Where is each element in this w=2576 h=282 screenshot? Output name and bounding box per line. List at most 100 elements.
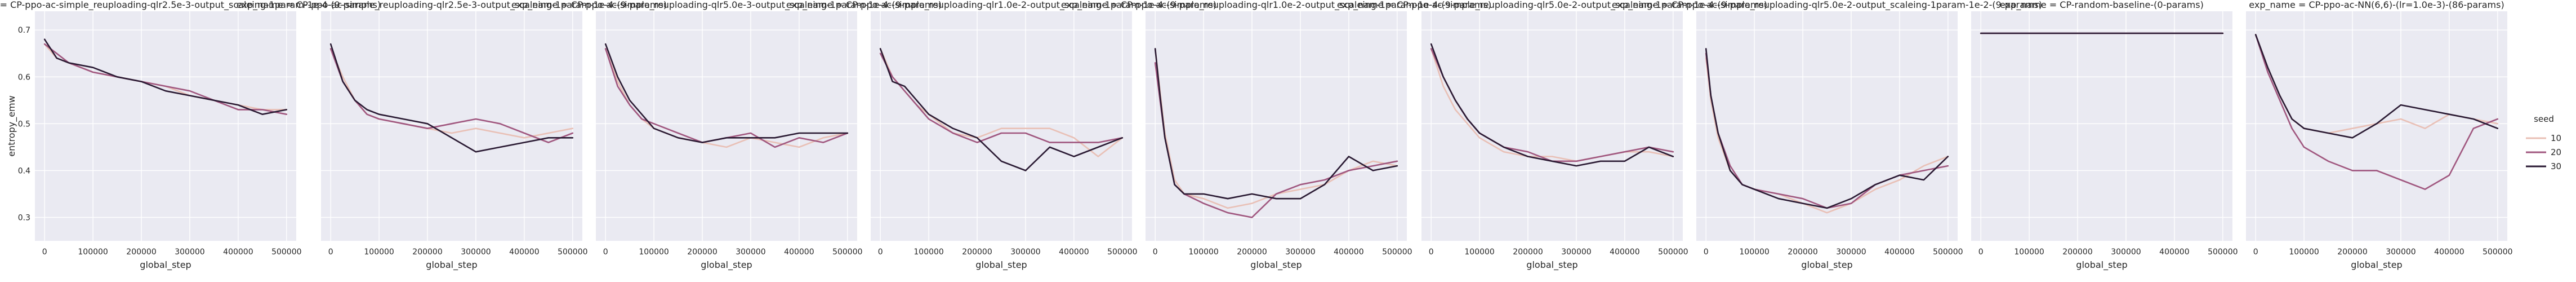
panel-background [596, 11, 857, 241]
x-tick-label: 200000 [1237, 248, 1267, 257]
x-axis-label: global_step [701, 259, 752, 271]
x-tick-label: 300000 [1010, 248, 1040, 257]
x-tick-label: 0 [1704, 248, 1709, 257]
series-line-seed-30 [1705, 48, 1949, 209]
facet-panel: 0 100000 200000 300000 400000 500000 global_st… [1971, 0, 2238, 271]
x-axis-label: global_step [1250, 259, 1302, 271]
x-axis-label: global_step [2076, 259, 2127, 271]
x-tick-label: 100000 [2289, 248, 2319, 257]
facet-panel: 0 100000 200000 300000 400000 500000 global_st… [237, 0, 667, 271]
panel-background [1146, 11, 1407, 241]
x-tick-label: 500000 [2208, 248, 2238, 257]
x-axis-label: global_step [1526, 259, 1577, 271]
x-tick-label: 400000 [1059, 248, 1089, 257]
x-tick-label: 500000 [1658, 248, 1688, 257]
legend: seed 10 20 30 [2526, 114, 2561, 171]
x-tick-label: 400000 [784, 248, 814, 257]
x-tick-label: 100000 [1188, 248, 1218, 257]
y-tick-label: 0.7 [18, 26, 30, 35]
x-tick-label: 0 [42, 248, 47, 257]
x-tick-label: 400000 [1334, 248, 1363, 257]
facet-title: exp_name = CP-ppo-ac-simple_reuploading-… [786, 0, 1216, 11]
series-line-seed-30 [1154, 48, 1398, 200]
facet-title: exp_name = CP-ppo-ac-simple_reuploading-… [1061, 0, 1491, 11]
series-line-seed-20 [879, 52, 1124, 143]
x-tick-label: 100000 [639, 248, 668, 257]
facet-title: exp_name = CP-ppo-ac-simple_reuploading-… [1337, 0, 1767, 11]
x-tick-label: 300000 [2111, 248, 2141, 257]
facet-panel: 0 100000 200000 300000 400000 500000 global_st… [1337, 0, 1767, 271]
legend-entry-label: 20 [2551, 147, 2561, 157]
x-tick-label: 400000 [1610, 248, 1639, 257]
facet-panel: 0 100000 200000 300000 400000 500000 global_st… [1612, 0, 2042, 271]
x-tick-label: 400000 [2159, 248, 2189, 257]
legend-title: seed [2534, 114, 2554, 124]
facet-title: exp_name = CP-ppo-ac-simple_reuploading-… [237, 0, 667, 11]
x-tick-label: 200000 [2337, 248, 2367, 257]
facet-panel: 0 100000 200000 300000 400000 500000 global_st… [1061, 0, 1491, 271]
x-tick-label: 0 [2253, 248, 2258, 257]
panel-background [35, 11, 296, 241]
series-line-seed-30 [1430, 43, 1674, 167]
x-tick-label: 500000 [558, 248, 587, 257]
panel-background [321, 11, 582, 241]
facet-panel: 0 100000 200000 300000 400000 500000 0.3 0.4 0.5… [0, 0, 381, 271]
x-tick-label: 100000 [1464, 248, 1494, 257]
panel-background [1971, 11, 2232, 241]
x-tick-label: 100000 [364, 248, 394, 257]
x-axis-label: global_step [1801, 259, 1852, 271]
x-axis-label: global_step [140, 259, 191, 271]
x-tick-label: 300000 [736, 248, 765, 257]
series-line-seed-30 [43, 38, 288, 115]
x-tick-label: 100000 [1739, 248, 1769, 257]
x-tick-label: 500000 [2483, 248, 2512, 257]
x-tick-label: 400000 [2434, 248, 2464, 257]
x-tick-label: 0 [1978, 248, 1984, 257]
x-tick-label: 400000 [509, 248, 539, 257]
x-tick-label: 300000 [461, 248, 491, 257]
series-line-seed-30 [2254, 34, 2499, 139]
x-tick-label: 0 [1153, 248, 1158, 257]
facet-title: exp_name = CP-random-baseline-(0-params) [2000, 0, 2204, 11]
panel-background [1696, 11, 1958, 241]
y-tick-label: 0.3 [18, 213, 30, 222]
x-axis-label: global_step [2351, 259, 2402, 271]
series-line-seed-30 [879, 48, 1124, 171]
series-line-seed-20 [2254, 34, 2499, 190]
series-line-seed-30 [329, 43, 574, 153]
legend-entry-label: 10 [2551, 133, 2561, 143]
facet-title: exp_name = CP-ppo-ac-simple_reuploading-… [1612, 0, 2042, 11]
facet-title: exp_name = CP-ppo-ac-simple_reuploading-… [511, 0, 942, 11]
series-line-seed-30 [604, 43, 849, 143]
y-tick-label: 0.4 [18, 166, 30, 175]
x-tick-label: 300000 [175, 248, 204, 257]
x-tick-label: 0 [328, 248, 333, 257]
x-tick-label: 0 [603, 248, 608, 257]
x-tick-label: 500000 [832, 248, 862, 257]
x-tick-label: 400000 [1884, 248, 1914, 257]
x-tick-label: 500000 [271, 248, 301, 257]
facet-title: exp_name = CP-ppo-ac-simple_reuploading-… [0, 0, 381, 11]
y-tick-label: 0.5 [18, 120, 30, 129]
x-tick-label: 200000 [2062, 248, 2092, 257]
y-axis-label: entropy_emw [6, 95, 17, 156]
x-tick-label: 200000 [412, 248, 442, 257]
x-tick-label: 0 [1429, 248, 1434, 257]
x-tick-label: 200000 [687, 248, 717, 257]
x-tick-label: 300000 [2386, 248, 2415, 257]
x-tick-label: 200000 [1788, 248, 1817, 257]
x-tick-label: 100000 [78, 248, 108, 257]
x-tick-label: 500000 [1382, 248, 1412, 257]
facet-title: exp_name = CP-ppo-ac-NN(6,6)-(lr=1.0e-3)… [2249, 0, 2504, 11]
x-tick-label: 200000 [126, 248, 156, 257]
facet-panel: 0 100000 200000 300000 400000 500000 global_st… [2246, 0, 2513, 271]
x-tick-label: 300000 [1561, 248, 1591, 257]
x-axis-label: global_step [426, 259, 477, 271]
facet-panel: 0 100000 200000 300000 400000 500000 global_st… [511, 0, 942, 271]
facet-panel: 0 100000 200000 300000 400000 500000 global_st… [786, 0, 1216, 271]
x-tick-label: 200000 [1513, 248, 1543, 257]
panel-background [1421, 11, 1683, 241]
x-tick-label: 100000 [913, 248, 943, 257]
x-tick-label: 500000 [1107, 248, 1137, 257]
